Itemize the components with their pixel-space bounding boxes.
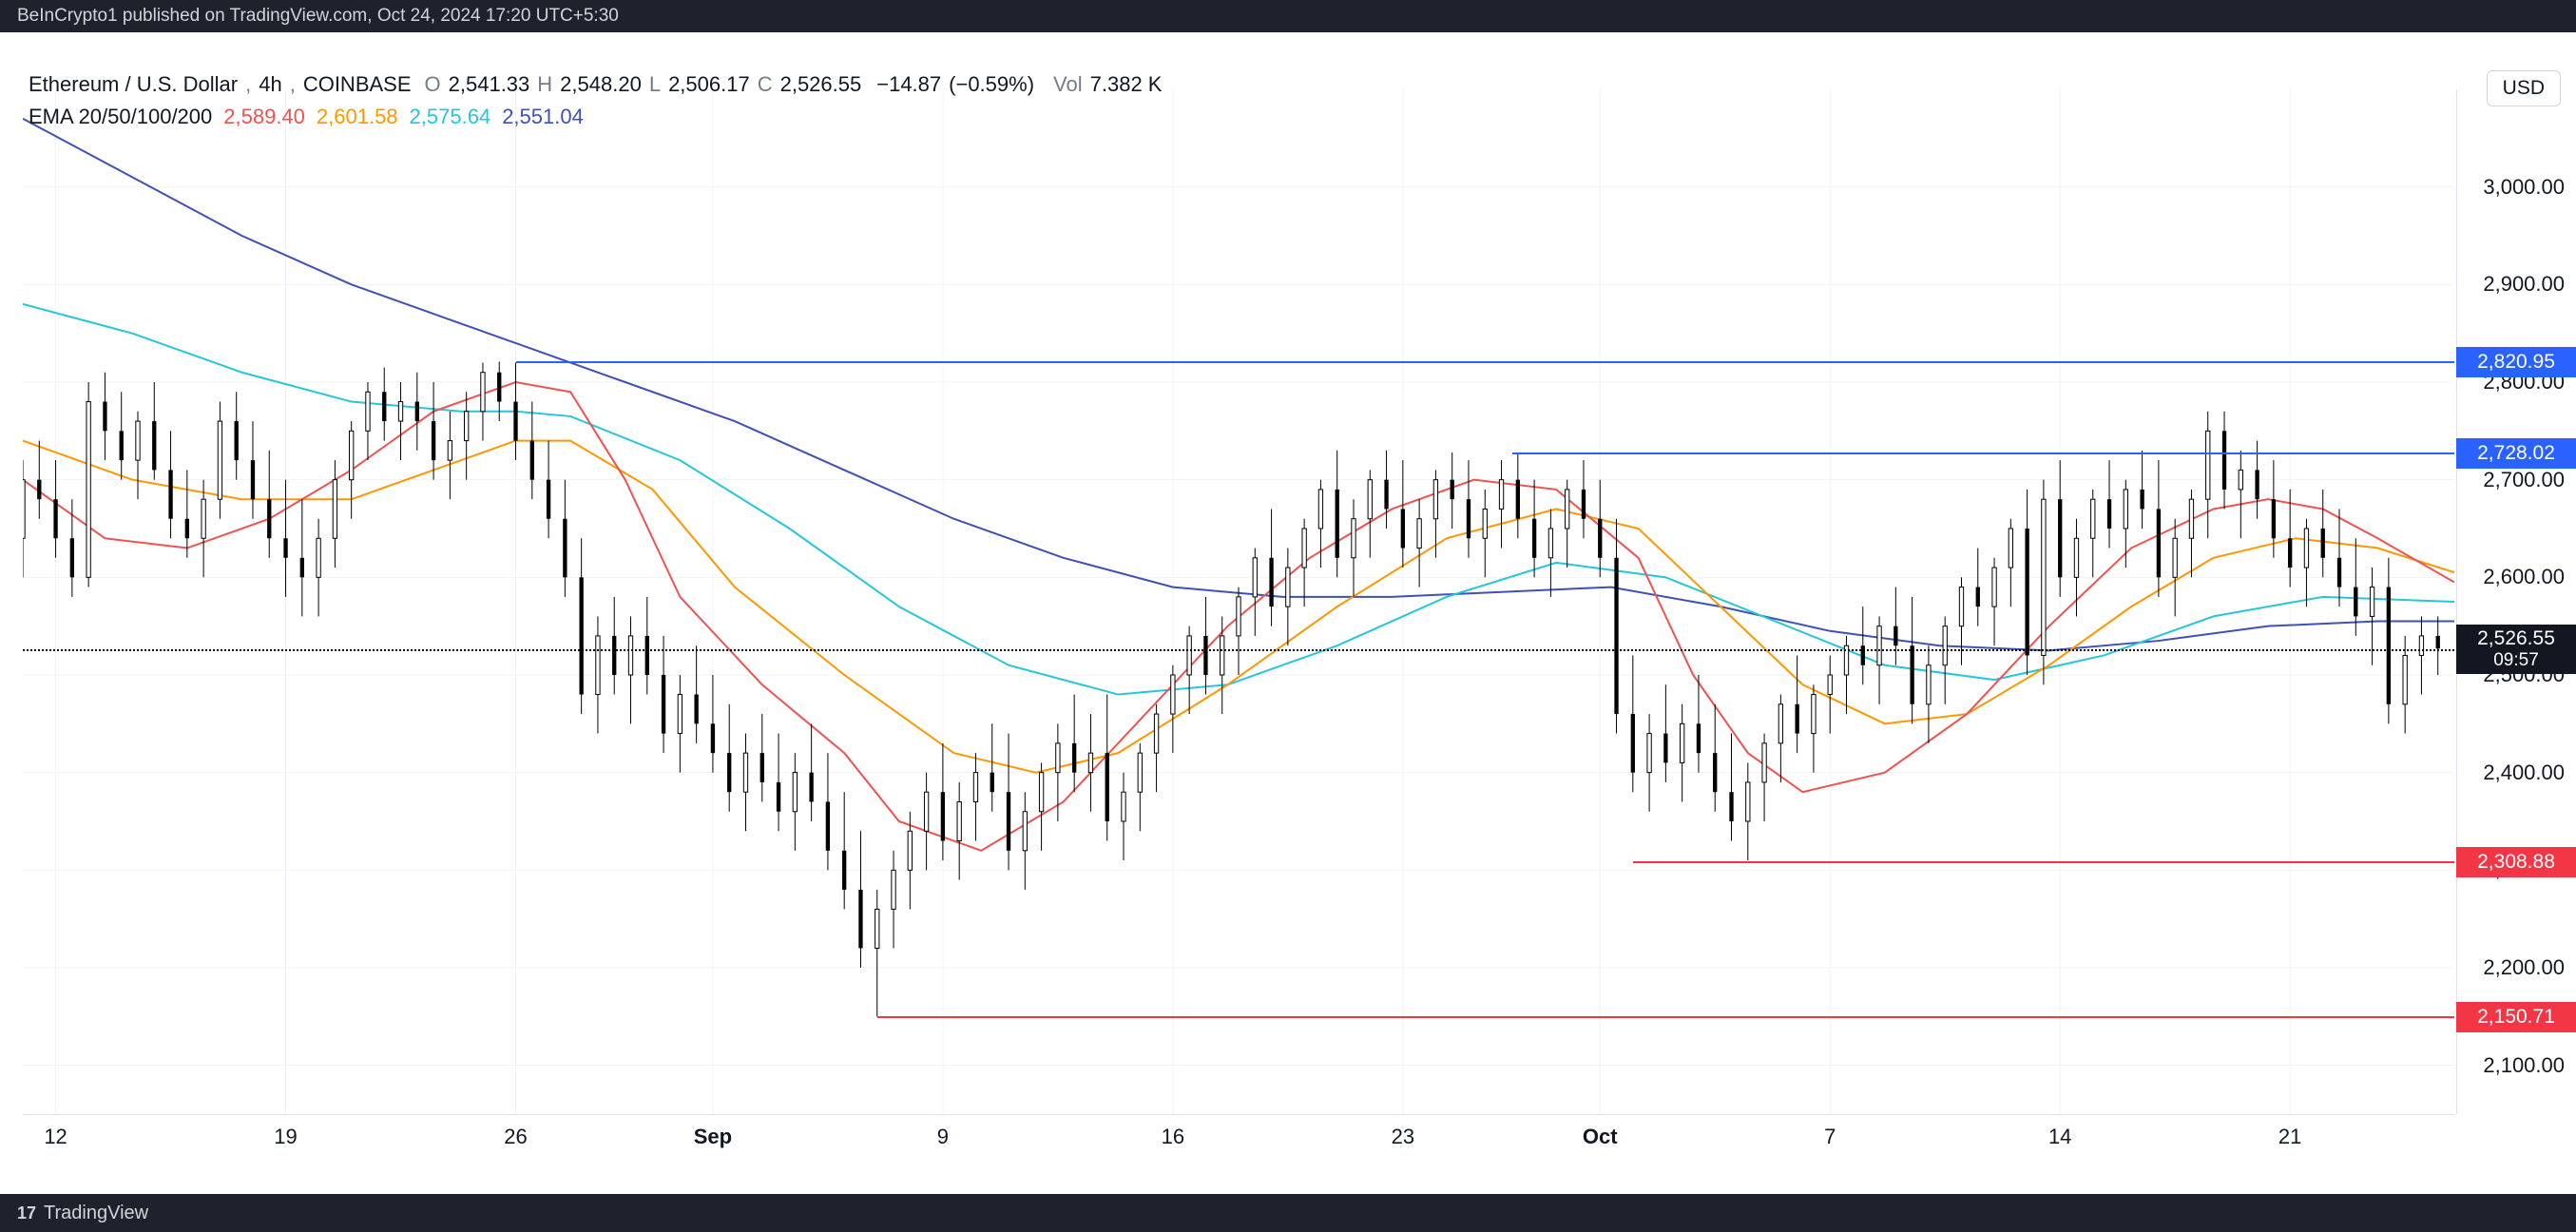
tradingview-logo-icon: 17	[17, 1203, 36, 1223]
ohlc-chg: −14.87	[876, 72, 941, 97]
ohlc-o-label: O	[425, 72, 441, 97]
vol-label: Vol	[1053, 72, 1083, 97]
y-tick-label: 2,200.00	[2483, 955, 2565, 980]
price-box[interactable]: 2,526.55 09:57	[2456, 625, 2576, 674]
symbol-name[interactable]: Ethereum / U.S. Dollar	[29, 72, 238, 97]
current-price-line	[23, 649, 2454, 651]
x-tick-label: 16	[1162, 1125, 1184, 1149]
y-tick-label: 3,000.00	[2483, 175, 2565, 200]
ohlc-chg-pct: (−0.59%)	[949, 72, 1034, 97]
header-text: BeInCrypto1 published on TradingView.com…	[17, 6, 619, 27]
ohlc-c-label: C	[758, 72, 773, 97]
horizontal-line[interactable]	[516, 361, 2455, 363]
horizontal-line[interactable]	[877, 1016, 2454, 1018]
ema-100-value: 2,575.64	[410, 105, 491, 129]
horizontal-line[interactable]	[1512, 452, 2454, 454]
symbol-info: Ethereum / U.S. Dollar, 4h, COINBASE O2,…	[29, 72, 1162, 97]
x-tick-label: 21	[2278, 1125, 2301, 1149]
ema-200-value: 2,551.04	[502, 105, 584, 129]
y-tick-label: 2,700.00	[2483, 468, 2565, 492]
ema-info: EMA 20/50/100/200 2,589.40 2,601.58 2,57…	[29, 105, 584, 129]
ohlc-c: 2,526.55	[780, 72, 862, 97]
horizontal-line-label[interactable]: 2,308.88	[2456, 847, 2576, 877]
y-tick-label: 2,900.00	[2483, 272, 2565, 297]
ema-label[interactable]: EMA 20/50/100/200	[29, 105, 212, 129]
vol-value: 7.382 K	[1090, 72, 1163, 97]
x-axis[interactable]: 12 19 26 Sep 9 16 23 Oct 7 14 21	[23, 1114, 2454, 1156]
ohlc-h-label: H	[537, 72, 552, 97]
x-tick-label: Sep	[694, 1125, 732, 1149]
symbol-interval[interactable]: 4h	[259, 72, 281, 97]
price-box-countdown: 09:57	[2456, 650, 2576, 671]
x-tick-label: 7	[1824, 1125, 1836, 1149]
x-tick-label: 26	[504, 1125, 527, 1149]
chart-plot[interactable]	[23, 89, 2454, 1114]
ema-20-value: 2,589.40	[223, 105, 305, 129]
x-tick-label: 12	[44, 1125, 67, 1149]
y-tick-label: 2,400.00	[2483, 760, 2565, 785]
y-axis[interactable]: 3,000.002,900.002,800.002,700.002,600.00…	[2456, 89, 2576, 1114]
x-tick-label: Oct	[1583, 1125, 1618, 1149]
x-tick-label: 19	[274, 1125, 297, 1149]
y-tick-label: 2,100.00	[2483, 1053, 2565, 1078]
horizontal-line-label[interactable]: 2,820.95	[2456, 347, 2576, 377]
ema-50-value: 2,601.58	[317, 105, 398, 129]
horizontal-line-label[interactable]: 2,150.71	[2456, 1002, 2576, 1032]
currency-toggle[interactable]: USD	[2487, 70, 2561, 106]
horizontal-line[interactable]	[1633, 861, 2454, 863]
x-tick-label: 9	[937, 1125, 949, 1149]
horizontal-line-label[interactable]: 2,728.02	[2456, 438, 2576, 469]
chart-container: Ethereum / U.S. Dollar, 4h, COINBASE O2,…	[0, 32, 2576, 1194]
header-bar: BeInCrypto1 published on TradingView.com…	[0, 0, 2576, 32]
ohlc-h: 2,548.20	[560, 72, 642, 97]
ohlc-l: 2,506.17	[668, 72, 750, 97]
x-tick-label: 14	[2048, 1125, 2071, 1149]
footer-text[interactable]: TradingView	[44, 1203, 148, 1224]
ohlc-l-label: L	[649, 72, 661, 97]
footer: 17 TradingView	[0, 1194, 2576, 1232]
price-box-value: 2,526.55	[2456, 627, 2576, 650]
y-tick-label: 2,600.00	[2483, 565, 2565, 589]
ohlc-o: 2,541.33	[449, 72, 530, 97]
symbol-exchange[interactable]: COINBASE	[303, 72, 412, 97]
x-tick-label: 23	[1392, 1125, 1414, 1149]
